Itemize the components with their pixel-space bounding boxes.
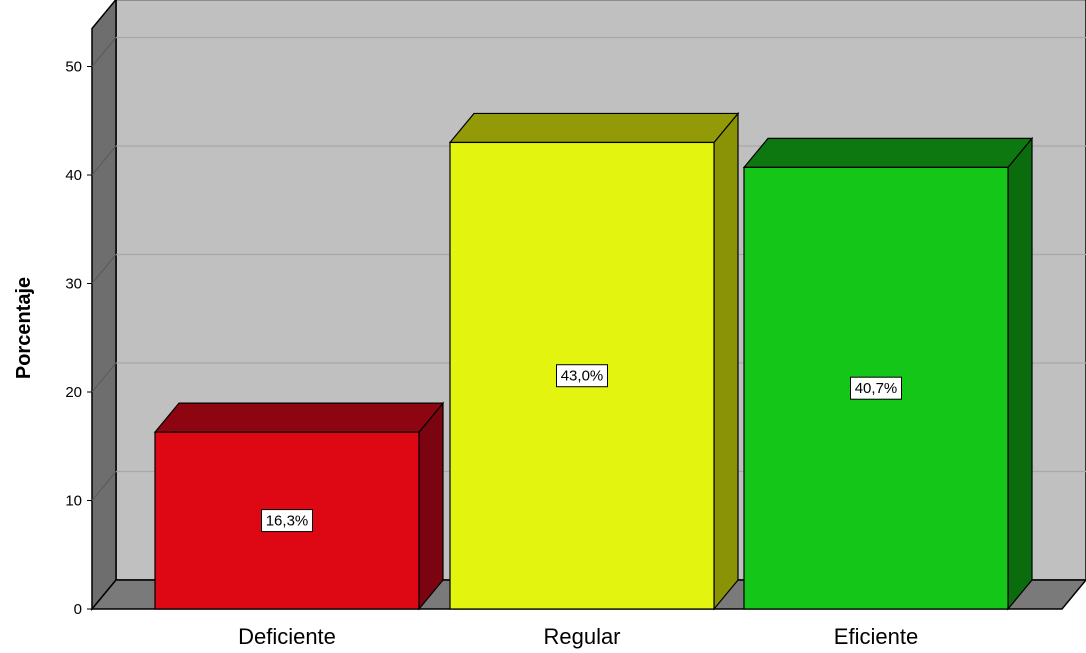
data-label: 43,0% [561,368,604,385]
bars: 16,3% 43,0% 40,7% [153,111,1034,611]
gridline-wall [91,254,117,284]
gridline-wall [91,37,117,67]
category-label: Regular [543,624,620,649]
y-tick-label: 50 [65,59,82,76]
bar-top-face [153,402,445,433]
y-tick-label: 10 [65,493,82,510]
bar-side-face [1007,136,1033,611]
bar-side-face [713,111,739,611]
y-tick-label: 40 [65,167,82,184]
gridline-wall [91,471,117,501]
data-label-box [261,509,313,533]
bar-side-face [418,401,444,611]
bar-deficiente: 16,3% [153,401,445,611]
data-label: 16,3% [266,513,309,530]
gridline-wall [91,145,117,176]
data-label-box [850,376,902,400]
bar-eficiente: 40,7% [742,136,1034,611]
y-axis-title: Porcentaje [13,277,35,379]
gridline-wall [91,362,117,393]
y-tick-label: 30 [65,276,82,293]
bar-top-face [742,137,1034,169]
x-axis-category-labels: Deficiente Regular Eficiente [238,624,918,649]
category-label: Eficiente [834,624,918,649]
y-tick-label: 20 [65,384,82,401]
bar-top-face [448,112,740,144]
data-label: 40,7% [855,380,898,397]
y-tick-label: 0 [74,601,82,618]
y-axis-ticks: 0 10 20 30 40 50 [65,59,92,618]
data-label-box [556,364,608,388]
plot-left-wall [91,0,117,612]
category-label: Deficiente [238,624,336,649]
bar-regular: 43,0% [448,111,740,611]
